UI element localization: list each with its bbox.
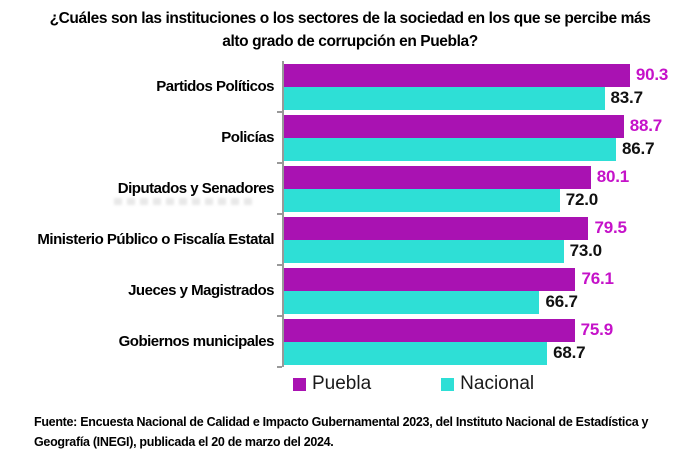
category-label: Partidos Políticos [156,77,274,95]
legend-label: Puebla [312,373,372,394]
bar-track: 83.7 [284,86,644,110]
category-label: Gobiernos municipales [118,332,275,350]
bar-puebla [284,216,589,240]
source-note: Fuente: Encuesta Nacional de Calidad e I… [34,412,649,452]
legend-item-puebla: Puebla [293,373,371,395]
bar-track: 88.7 [284,114,662,138]
value-label-puebla: 88.7 [629,116,662,135]
bar-track: 68.7 [284,341,644,365]
bar-group: 79.5 73.0 [277,214,644,266]
bar-puebla [284,63,630,87]
value-label-nacional: 86.7 [622,139,655,158]
value-label-nacional: 72.0 [565,190,599,209]
bar-track: 72.0 [284,188,644,212]
category-label: Policías [221,128,274,146]
bar-track: 79.5 [284,216,644,240]
value-label-puebla: 90.3 [635,65,669,84]
bar-track: 66.7 [284,290,644,314]
bar-puebla [284,318,575,342]
bar-track: 73.0 [284,239,644,263]
chart-row: Ministerio Público o Fiscalía Estatal 79.… [0,214,700,266]
bar-nacional [284,86,605,110]
source-note-line1: Fuente: Encuesta Nacional de Calidad e I… [34,415,649,429]
bar-chart: Partidos Políticos 90.3 83.7 Policías 88.7 86… [0,61,700,368]
bar-track: 76.1 [284,267,644,291]
bar-nacional [284,188,560,212]
chart-title-line2: alto grado de corrupción en Puebla? [222,33,478,51]
value-label-puebla: 76.1 [581,269,614,288]
category-label: Ministerio Público o Fiscalía Estatal [37,230,274,248]
chart-title-line1: ¿Cuáles son las instituciones o los sect… [49,10,651,27]
ghost-artifact [114,198,252,205]
bar-puebla [284,165,591,189]
bar-track: 75.9 [284,318,644,342]
bar-nacional [284,137,617,161]
chart-row: Diputados y Senadores 80.1 72.0 [0,163,700,215]
chart-row: Partidos Políticos 90.3 83.7 [0,61,700,113]
category-label: Diputados y Senadores [117,179,275,197]
value-label-nacional: 66.7 [545,292,578,311]
bar-nacional [284,239,564,263]
bar-track: 86.7 [284,137,655,161]
value-label-puebla: 79.5 [594,218,627,237]
bar-group: 76.1 66.7 [277,265,644,317]
value-label-nacional: 68.7 [553,343,586,362]
value-label-puebla: 80.1 [596,167,630,186]
legend-swatch-nacional [441,377,455,391]
value-label-puebla: 75.9 [580,320,613,339]
bar-group: 90.3 83.7 [277,61,668,113]
bar-puebla [284,114,624,138]
chart-row: Policías 88.7 86.7 [0,112,700,164]
value-label-nacional: 73.0 [569,241,602,260]
bar-puebla [284,267,576,291]
bar-group: 88.7 86.7 [277,112,662,164]
value-label-nacional: 83.7 [610,88,643,107]
chart-row: Jueces y Magistrados 76.1 66.7 [0,265,700,317]
source-note-line2: Geografía (INEGI), publicada el 20 de ma… [34,435,334,449]
legend: Puebla Nacional [293,373,534,395]
chart-title: ¿Cuáles son las instituciones o los sect… [0,7,700,54]
bar-track: 80.1 [284,165,644,189]
category-label: Jueces y Magistrados [128,281,274,299]
bar-track: 90.3 [284,63,668,87]
legend-item-nacional: Nacional [441,373,534,395]
legend-label: Nacional [460,373,535,394]
chart-row: Gobiernos municipales 75.9 68.7 [0,316,700,368]
bar-group: 80.1 72.0 [277,163,644,215]
bar-nacional [284,341,548,365]
legend-swatch-puebla [293,377,306,391]
bar-group: 75.9 68.7 [277,316,644,368]
bar-nacional [284,290,540,314]
